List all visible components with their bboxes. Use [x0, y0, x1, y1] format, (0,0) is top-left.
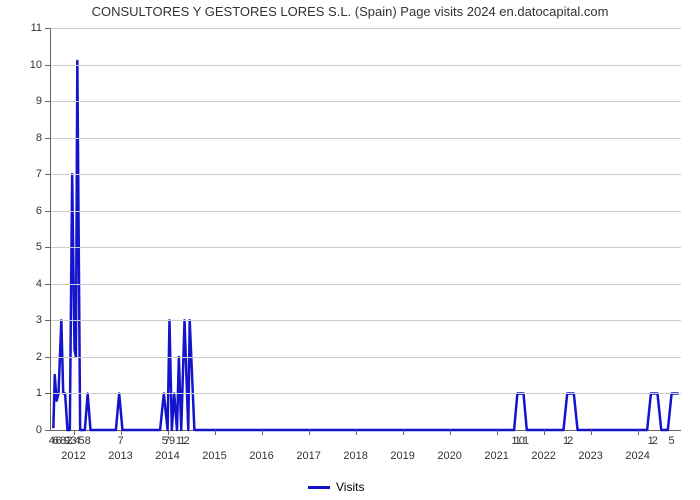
- x-tick: [638, 430, 639, 435]
- y-tick-label: 3: [20, 314, 42, 326]
- y-tick-label: 4: [20, 278, 42, 290]
- x-tick-label: 2024: [625, 450, 649, 462]
- x-secondary-label: 8: [85, 435, 89, 447]
- x-tick: [497, 430, 498, 435]
- y-tick: [45, 174, 50, 175]
- y-tick-label: 10: [20, 59, 42, 71]
- y-tick: [45, 393, 50, 394]
- x-tick: [309, 430, 310, 435]
- x-secondary-label: 12: [563, 435, 571, 447]
- y-gridline: [51, 247, 681, 248]
- x-secondary-label: 12: [648, 435, 656, 447]
- y-tick: [45, 284, 50, 285]
- x-secondary-label: 1101: [511, 435, 527, 447]
- x-tick-label: 2019: [390, 450, 414, 462]
- y-gridline: [51, 284, 681, 285]
- x-tick-label: 2022: [531, 450, 555, 462]
- y-tick-label: 6: [20, 205, 42, 217]
- x-tick: [544, 430, 545, 435]
- x-tick-label: 2021: [484, 450, 508, 462]
- plot-area: [50, 28, 681, 431]
- x-tick: [356, 430, 357, 435]
- y-tick-label: 1: [20, 387, 42, 399]
- x-secondary-label: 7 9: [164, 435, 173, 447]
- x-tick: [403, 430, 404, 435]
- y-gridline: [51, 393, 681, 394]
- x-tick-label: 2015: [202, 450, 226, 462]
- legend-swatch: [308, 486, 330, 489]
- legend: Visits: [308, 480, 364, 494]
- y-gridline: [51, 138, 681, 139]
- y-tick-label: 7: [20, 168, 42, 180]
- y-gridline: [51, 211, 681, 212]
- x-tick: [215, 430, 216, 435]
- chart-title: CONSULTORES Y GESTORES LORES S.L. (Spain…: [0, 4, 700, 19]
- y-tick: [45, 211, 50, 212]
- y-gridline: [51, 320, 681, 321]
- x-tick: [450, 430, 451, 435]
- y-tick-label: 0: [20, 424, 42, 436]
- x-secondary-label: 5: [669, 435, 673, 447]
- x-tick: [591, 430, 592, 435]
- y-tick: [45, 247, 50, 248]
- y-tick: [45, 357, 50, 358]
- y-gridline: [51, 357, 681, 358]
- x-tick-label: 2016: [249, 450, 273, 462]
- x-secondary-label: 6: [55, 435, 59, 447]
- x-secondary-label: 2345: [66, 435, 82, 447]
- x-tick-label: 2018: [343, 450, 367, 462]
- y-tick-label: 11: [20, 22, 42, 34]
- y-tick: [45, 28, 50, 29]
- x-tick-label: 2017: [296, 450, 320, 462]
- y-tick-label: 5: [20, 241, 42, 253]
- y-gridline: [51, 65, 681, 66]
- y-gridline: [51, 28, 681, 29]
- y-tick-label: 2: [20, 351, 42, 363]
- x-tick-label: 2020: [437, 450, 461, 462]
- y-tick-label: 9: [20, 95, 42, 107]
- y-gridline: [51, 101, 681, 102]
- x-tick-label: 2023: [578, 450, 602, 462]
- y-tick: [45, 430, 50, 431]
- x-tick-label: 2013: [108, 450, 132, 462]
- y-tick: [45, 101, 50, 102]
- x-secondary-label: 7: [118, 435, 122, 447]
- y-tick: [45, 138, 50, 139]
- x-tick-label: 2014: [155, 450, 179, 462]
- y-gridline: [51, 174, 681, 175]
- x-tick-label: 2012: [61, 450, 85, 462]
- x-secondary-label: 12: [179, 435, 187, 447]
- line-series: [51, 28, 681, 430]
- y-tick: [45, 65, 50, 66]
- y-tick-label: 8: [20, 132, 42, 144]
- y-tick: [45, 320, 50, 321]
- legend-label: Visits: [336, 480, 364, 494]
- x-tick: [262, 430, 263, 435]
